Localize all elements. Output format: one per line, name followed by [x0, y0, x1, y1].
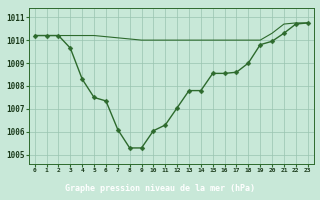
Text: Graphe pression niveau de la mer (hPa): Graphe pression niveau de la mer (hPa) [65, 184, 255, 193]
